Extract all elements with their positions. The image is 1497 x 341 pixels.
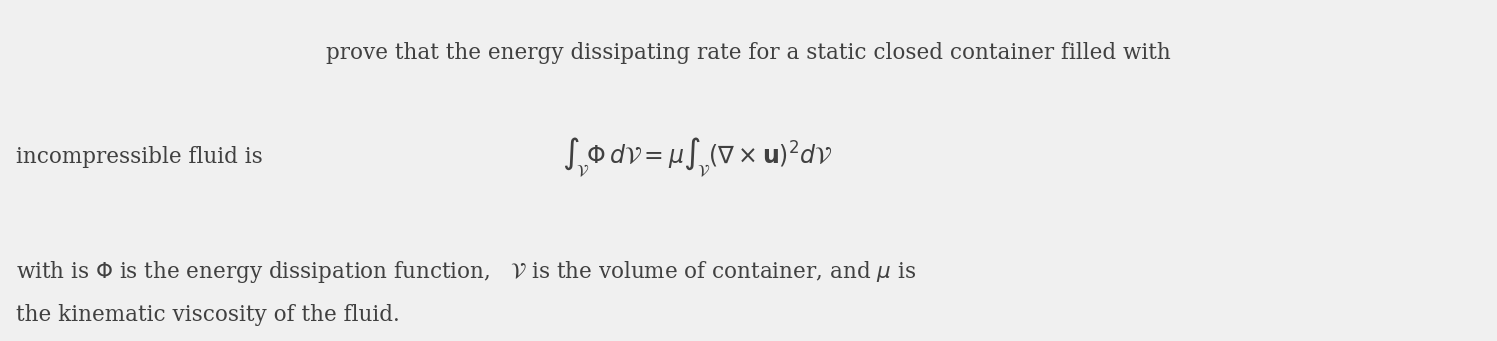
Text: $\int_{\!\mathcal{V}} \Phi\, d\mathcal{V} = \mu \int_{\!\mathcal{V}} \left(\nabl: $\int_{\!\mathcal{V}} \Phi\, d\mathcal{V… — [561, 135, 832, 179]
Text: with is $\Phi$ is the energy dissipation function,   $\mathcal{V}$ is the volume: with is $\Phi$ is the energy dissipation… — [16, 259, 916, 285]
Text: incompressible fluid is: incompressible fluid is — [16, 146, 284, 168]
Text: the kinematic viscosity of the fluid.: the kinematic viscosity of the fluid. — [16, 304, 400, 326]
Text: prove that the energy dissipating rate for a static closed container filled with: prove that the energy dissipating rate f… — [326, 42, 1171, 64]
